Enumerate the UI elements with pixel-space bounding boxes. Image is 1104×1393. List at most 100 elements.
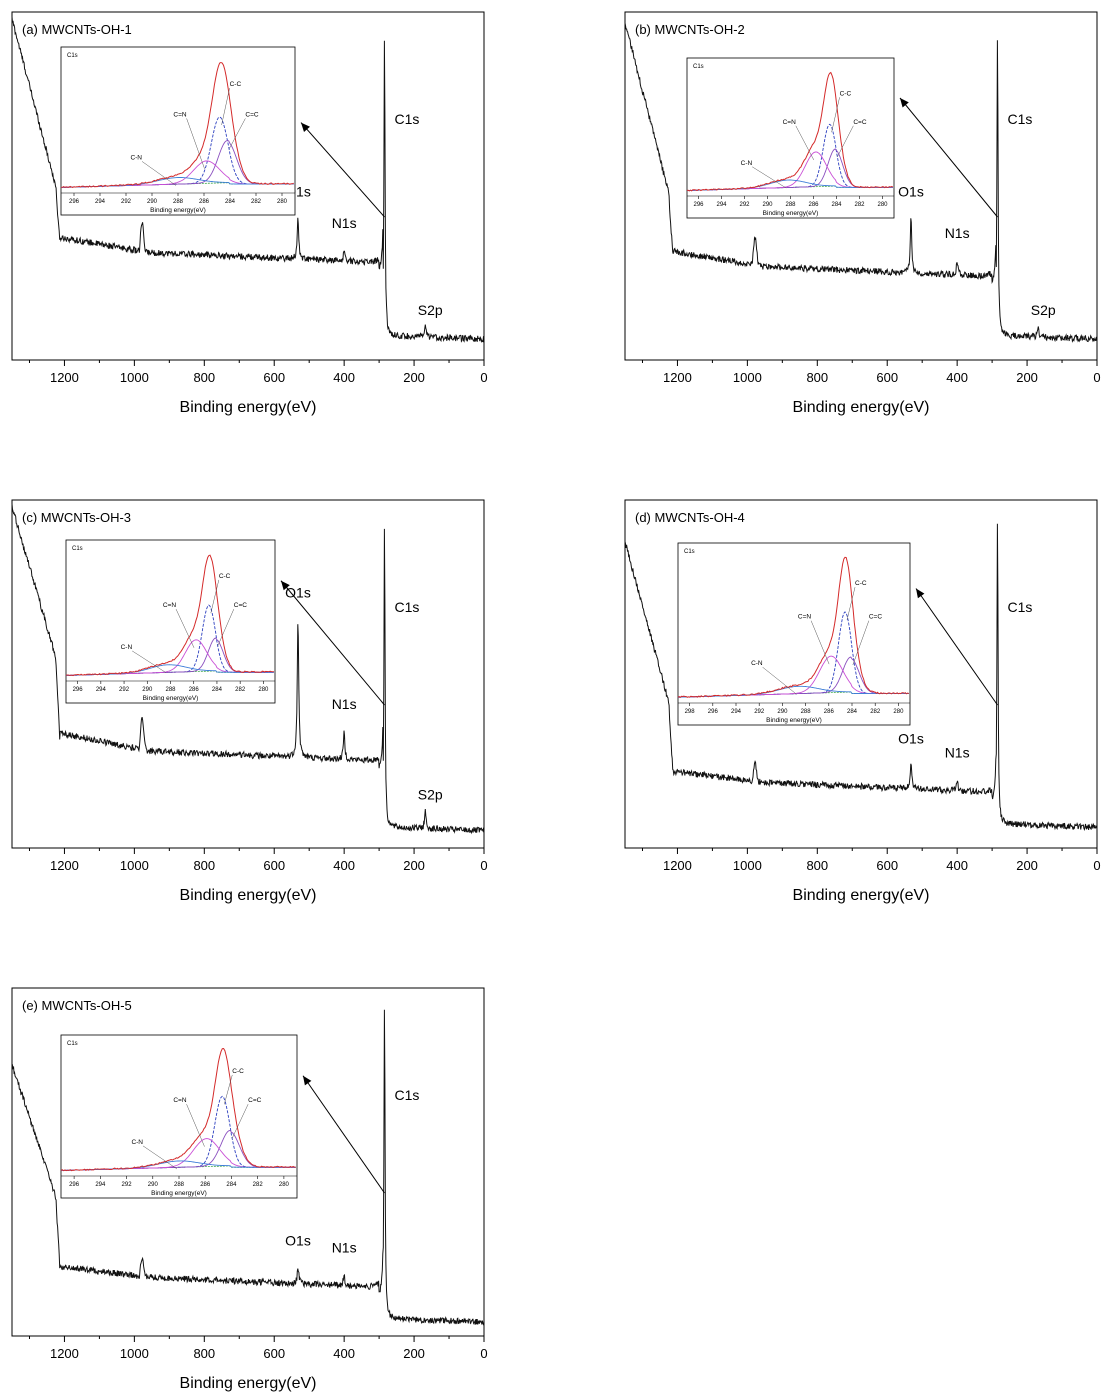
peak-label-n1s: N1s	[332, 1239, 357, 1255]
inset-x-tick-label: 294	[716, 202, 727, 208]
inset-label-leader	[831, 97, 840, 133]
inset-component-label: C=N	[783, 119, 796, 126]
chart-panel-3: (c) MWCNTs-OH-3 1200 1000 800 600 400 200 0 Bind…	[11, 499, 488, 904]
x-tick-label: 200	[403, 858, 425, 873]
arrow-line	[300, 122, 385, 218]
panel-title: (d) MWCNTs-OH-4	[635, 510, 745, 525]
inset-component-label: C=C	[234, 602, 247, 609]
x-tick-label: 1200	[663, 858, 692, 873]
inset-component-label: C=N	[798, 614, 811, 621]
inset-x-axis-label: Binding energy(eV)	[763, 210, 819, 217]
inset-label-leader	[175, 609, 195, 648]
inset-label-leader	[141, 161, 177, 186]
inset-x-tick-label: 292	[119, 687, 130, 693]
inset-x-axis-label: Binding energy(eV)	[143, 695, 199, 702]
panel-title: (c) MWCNTs-OH-3	[22, 510, 131, 525]
inset-x-axis-label: Binding energy(eV)	[150, 207, 206, 214]
inset-x-tick-label: 280	[258, 687, 269, 693]
inset-envelope-line	[65, 554, 274, 677]
inset-x-tick-label: 286	[824, 709, 835, 715]
inset-x-tick-label: 282	[854, 202, 865, 208]
peak-label-c1s: C1s	[394, 599, 419, 615]
inset-c1s: C1s 296 294 292 290 288 286 284 282 280 Binding en…	[686, 57, 895, 219]
peak-label-n1s: N1s	[945, 745, 970, 761]
x-tick-label: 1200	[663, 370, 692, 385]
peak-label-c1s: C1s	[394, 111, 419, 127]
arrow-head	[301, 122, 310, 132]
x-tick-label: 1200	[50, 858, 79, 873]
arrow-line	[302, 1075, 385, 1194]
inset-label-leader	[846, 587, 856, 620]
x-tick-label: 800	[193, 370, 215, 385]
x-tick-label: 800	[806, 370, 828, 385]
inset-label-leader	[132, 650, 167, 673]
x-tick-label: 800	[806, 858, 828, 873]
inset-x-tick-label: 286	[200, 1182, 211, 1188]
inset-label-leader	[221, 87, 230, 126]
inset-x-tick-label: 288	[174, 1182, 185, 1188]
inset-component-label: C-N	[741, 160, 753, 167]
inset-component-label: C-C	[232, 1068, 244, 1075]
peak-label-s2p: S2p	[418, 786, 443, 802]
inset-x-tick-label: 286	[808, 202, 819, 208]
chart-panel-1: (a) MWCNTs-OH-1 1200 1000 800 600 400 200 0 Bind…	[11, 11, 488, 416]
survey-line	[11, 1009, 485, 1326]
inset-x-tick-label: 284	[847, 709, 858, 715]
inset-x-tick-label: 284	[831, 202, 842, 208]
inset-title: C1s	[684, 549, 695, 555]
inset-component-label: C-C	[219, 573, 231, 580]
inset-component-c-n	[678, 685, 909, 698]
inset-x-tick-label: 290	[777, 709, 788, 715]
peak-label-o1s: O1s	[898, 183, 924, 199]
inset-x-tick-label: 292	[121, 199, 132, 205]
survey-line	[11, 503, 485, 835]
peak-label-s2p: S2p	[418, 302, 443, 318]
inset-c1s: C1s 296 294 292 290 288 286 284 282 280 Binding en…	[60, 46, 296, 216]
inset-c1s: C1s 298 296 294 292 290 288 286 284 282 280 Binding…	[677, 542, 911, 726]
x-tick-label: 400	[333, 1346, 355, 1361]
peak-label-n1s: N1s	[332, 696, 357, 712]
inset-frame	[686, 57, 895, 219]
survey-line	[624, 22, 1098, 343]
x-tick-label: 600	[876, 370, 898, 385]
inset-x-tick-label: 292	[754, 709, 765, 715]
survey-line	[11, 16, 485, 343]
inset-x-tick-label: 296	[69, 1182, 80, 1188]
inset-label-leader	[186, 1104, 205, 1147]
inset-component-label: C-C	[840, 90, 852, 97]
inset-component-label: C=N	[173, 1097, 186, 1104]
inset-component-label: C=C	[248, 1097, 261, 1104]
inset-label-leader	[229, 118, 246, 149]
inset-x-tick-label: 294	[96, 687, 107, 693]
inset-x-tick-label: 288	[801, 709, 812, 715]
x-tick-label: 400	[946, 858, 968, 873]
arrow-line	[899, 97, 998, 218]
chart-panel-2: (b) MWCNTs-OH-2 1200 1000 800 600 400 200 0 Bind…	[624, 11, 1101, 416]
chart-panel-4: (d) MWCNTs-OH-4 1200 1000 800 600 400 200 0 Bind…	[624, 499, 1101, 904]
x-tick-label: 800	[193, 858, 215, 873]
plot-frame	[11, 499, 485, 849]
peak-label-s2p: S2p	[1031, 302, 1056, 318]
inset-component-label: C-C	[855, 580, 867, 587]
inset-label-leader	[210, 579, 220, 614]
inset-component-c-n	[61, 177, 294, 188]
peak-label-n1s: N1s	[945, 225, 970, 241]
x-axis-label: Binding energy(eV)	[180, 1375, 317, 1392]
inset-x-tick-label: 286	[199, 199, 210, 205]
inset-component-label: C=C	[245, 111, 258, 118]
inset-component-label: C-N	[131, 1139, 143, 1146]
inset-x-tick-label: 290	[147, 199, 158, 205]
x-tick-label: 200	[1016, 370, 1038, 385]
x-tick-label: 200	[1016, 858, 1038, 873]
panel-title: (b) MWCNTs-OH-2	[635, 22, 745, 37]
inset-frame	[60, 46, 296, 216]
x-tick-label: 0	[480, 858, 487, 873]
x-tick-label: 600	[263, 370, 285, 385]
inset-envelope-line	[60, 1047, 296, 1172]
x-tick-label: 600	[876, 858, 898, 873]
inset-label-leader	[810, 620, 830, 665]
inset-x-tick-label: 280	[277, 199, 288, 205]
peak-label-c1s: C1s	[1007, 111, 1032, 127]
inset-component-label: C=N	[163, 602, 176, 609]
